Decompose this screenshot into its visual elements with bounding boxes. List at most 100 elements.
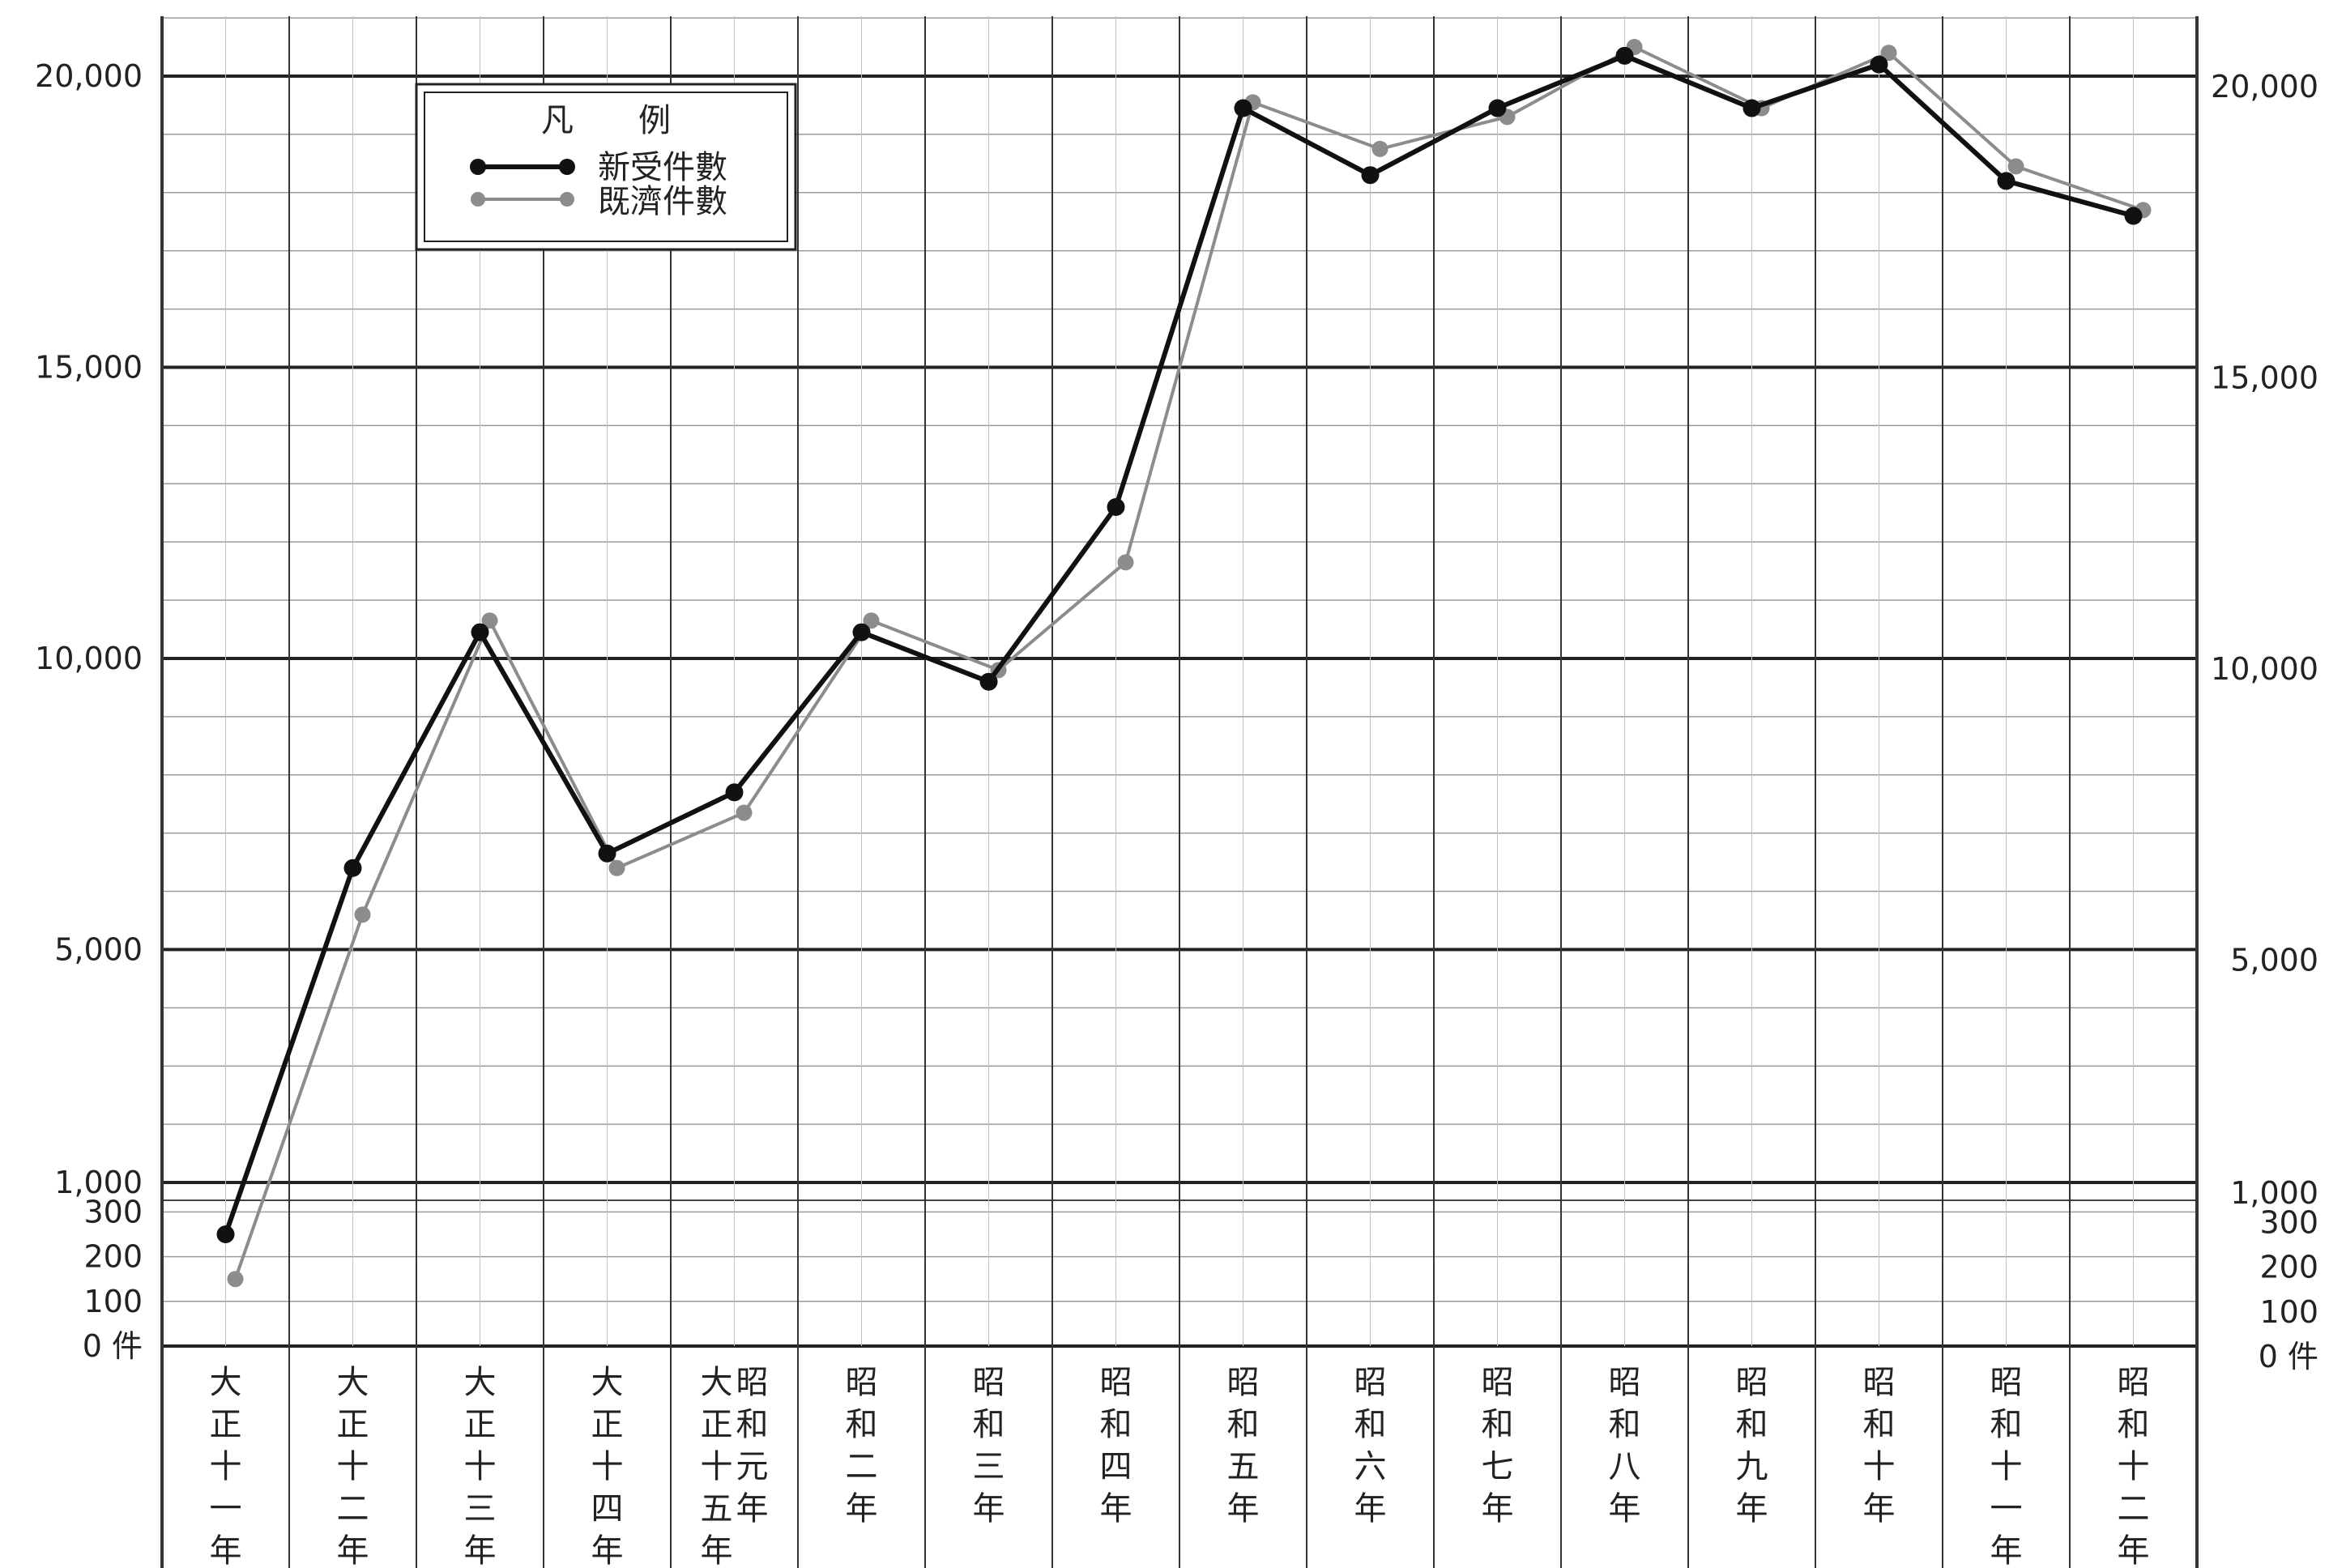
x-category-glyph: 昭 <box>1990 1364 2023 1401</box>
series-2-point <box>1371 140 1388 157</box>
x-category-glyph: 四 <box>1100 1448 1133 1485</box>
x-category-glyph: 和 <box>1863 1406 1896 1443</box>
y-tick-label-left: 100 <box>83 1284 143 1319</box>
series-1-point <box>852 623 871 641</box>
series-2-point <box>1880 45 1897 62</box>
x-category-glyph: 年 <box>1863 1490 1896 1528</box>
legend-swatch-series-2-end-marker <box>560 192 574 207</box>
series-1-point <box>471 623 489 641</box>
y-tick-label-left: 10,000 <box>35 641 143 676</box>
x-category-glyph: 和 <box>1227 1406 1260 1443</box>
x-category-glyph: 大 <box>337 1364 369 1401</box>
x-category-glyph: 昭 <box>1482 1364 1514 1401</box>
x-category-glyph: 正 <box>464 1406 497 1443</box>
x-category-glyph: 大 <box>464 1364 497 1401</box>
x-category-glyph: 二 <box>2118 1490 2150 1528</box>
series-line-1 <box>223 53 2135 1235</box>
x-category-glyph: 和 <box>2118 1406 2150 1443</box>
y-tick-label-left: 0 件 <box>83 1328 143 1364</box>
series-layer <box>216 39 2152 1288</box>
x-category-glyph: 年 <box>846 1490 878 1528</box>
series-2-point <box>481 612 498 629</box>
y-tick-label-right: 200 <box>2259 1250 2318 1285</box>
x-category-glyph: 十 <box>1990 1448 2023 1485</box>
x-category-glyph: 昭 <box>846 1364 878 1401</box>
series-2-point <box>736 804 753 821</box>
x-category-glyph: 元 <box>736 1448 769 1485</box>
x-category-glyph: 年 <box>1736 1490 1768 1528</box>
x-category-glyph: 五 <box>701 1490 733 1528</box>
series-2-point <box>863 612 880 629</box>
x-category-glyph: 十 <box>1863 1448 1896 1485</box>
series-2-point <box>2007 158 2024 175</box>
x-category-glyph: 六 <box>1354 1448 1387 1485</box>
series-1-point <box>598 844 616 863</box>
x-category-glyph: 五 <box>1227 1448 1260 1485</box>
x-category-glyph: 年 <box>2118 1532 2150 1568</box>
legend-title: 凡 例 <box>541 102 671 139</box>
x-category-glyph: 年 <box>1990 1532 2023 1568</box>
legend-swatch-series-2-start-marker <box>471 192 485 207</box>
legend-swatch-series-1-end-marker <box>559 159 575 175</box>
x-category-glyph: 三 <box>973 1448 1005 1485</box>
x-category-glyph: 和 <box>846 1406 878 1443</box>
column-gridlines <box>160 16 2199 1568</box>
x-category-glyph: 八 <box>1609 1448 1641 1485</box>
x-category-glyph: 昭 <box>736 1364 769 1401</box>
y-tick-label-left: 300 <box>83 1194 143 1229</box>
legend-label-series-2: 既濟件數 <box>598 183 727 220</box>
x-category-glyph: 年 <box>973 1490 1005 1528</box>
x-category-glyph: 大 <box>591 1364 624 1401</box>
series-1-point <box>1870 55 1888 74</box>
series-1-point <box>2124 207 2143 225</box>
x-category-glyph: 一 <box>1990 1490 2023 1528</box>
x-category-glyph: 年 <box>591 1532 624 1568</box>
x-category-glyph: 大 <box>701 1364 733 1401</box>
x-category-glyph: 和 <box>1990 1406 2023 1443</box>
x-category-glyph: 昭 <box>1609 1364 1641 1401</box>
x-category-glyph: 正 <box>591 1406 624 1443</box>
x-category-glyph: 十 <box>210 1448 242 1485</box>
series-1-point <box>725 783 744 802</box>
x-category-glyph: 年 <box>1100 1490 1133 1528</box>
y-tick-label-right: 100 <box>2259 1294 2318 1330</box>
y-tick-label-left: 15,000 <box>35 349 143 385</box>
legend: 凡 例 新受件數 既濟件數 <box>415 83 797 251</box>
series-1-point <box>979 672 998 691</box>
series-1-point <box>1234 99 1252 117</box>
legend-swatch-series-1-start-marker <box>470 159 486 175</box>
x-category-glyph: 和 <box>1354 1406 1387 1443</box>
x-axis-category-labels: 大正十一年大正十二年大正十三年大正十四年大正十五年昭和元年昭和二年昭和三年昭和四… <box>210 1364 2150 1568</box>
x-category-glyph: 年 <box>736 1490 769 1528</box>
legend-label-series-1: 新受件數 <box>598 149 727 186</box>
x-category-glyph: 昭 <box>1354 1364 1387 1401</box>
y-tick-label-right: 15,000 <box>2211 360 2318 395</box>
x-category-glyph: 年 <box>337 1532 369 1568</box>
x-category-glyph: 一 <box>210 1490 242 1528</box>
x-category-glyph: 昭 <box>2118 1364 2150 1401</box>
series-2-point <box>1117 554 1134 571</box>
y-tick-label-right: 20,000 <box>2211 69 2318 104</box>
x-category-glyph: 昭 <box>1863 1364 1896 1401</box>
series-1-point <box>216 1225 235 1243</box>
series-2-point <box>354 906 371 923</box>
x-category-glyph: 正 <box>210 1406 242 1443</box>
y-tick-label-right: 300 <box>2259 1204 2318 1240</box>
series-1-point <box>1107 498 1125 517</box>
series-2-point <box>608 859 625 876</box>
x-category-glyph: 十 <box>591 1448 624 1485</box>
x-category-glyph: 年 <box>1609 1490 1641 1528</box>
x-category-glyph: 和 <box>1482 1406 1514 1443</box>
x-category-glyph: 年 <box>1354 1490 1387 1528</box>
x-category-glyph: 和 <box>1100 1406 1133 1443</box>
x-category-glyph: 十 <box>701 1448 733 1485</box>
x-category-glyph: 二 <box>846 1448 878 1485</box>
y-tick-label-right: 1,000 <box>2230 1175 2318 1211</box>
x-category-glyph: 和 <box>973 1406 1005 1443</box>
series-1-point <box>1615 46 1634 65</box>
x-category-glyph: 三 <box>464 1490 497 1528</box>
x-category-glyph: 十 <box>2118 1448 2150 1485</box>
y-tick-label-left: 20,000 <box>35 58 143 94</box>
